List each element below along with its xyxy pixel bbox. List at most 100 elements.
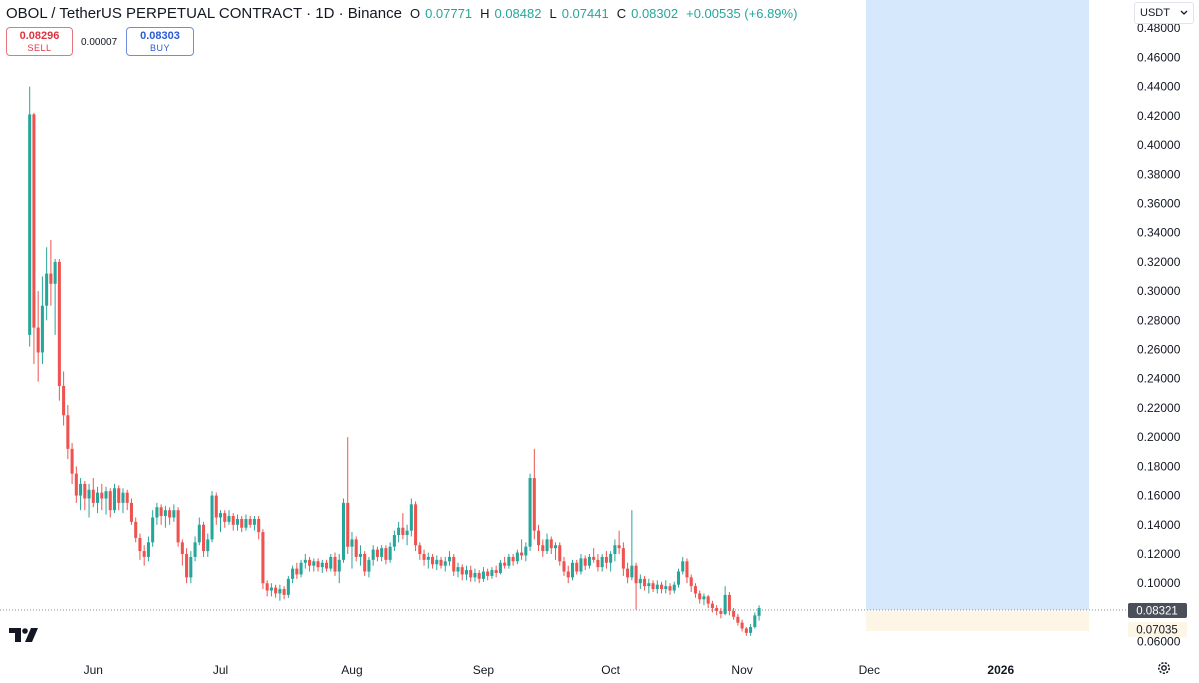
candle xyxy=(45,247,49,321)
candle xyxy=(91,478,95,508)
candle xyxy=(388,542,392,563)
candle xyxy=(235,514,240,531)
candle xyxy=(422,549,426,566)
candle-body xyxy=(723,594,727,614)
candle-body xyxy=(363,554,367,572)
candle-body xyxy=(693,586,697,594)
candle-body xyxy=(235,518,240,525)
candle-body xyxy=(490,570,494,576)
time-axis[interactable]: Jun Jul Aug Sep Oct Nov Dec 2026 xyxy=(84,663,1015,677)
candle-body xyxy=(477,572,481,579)
candle-body xyxy=(617,545,621,549)
candle xyxy=(596,554,600,572)
candle xyxy=(460,564,464,581)
candle-body xyxy=(507,556,511,566)
candle-body xyxy=(528,478,532,547)
candle-body xyxy=(337,559,341,572)
symbol-title[interactable]: OBOL / TetherUS PERPETUAL CONTRACT · 1D … xyxy=(6,4,402,22)
candle xyxy=(511,554,515,566)
candle-body xyxy=(464,570,468,575)
currency-selector[interactable]: USDT xyxy=(1134,2,1194,24)
candle-body xyxy=(138,537,142,552)
symbol-header: OBOL / TetherUS PERPETUAL CONTRACT · 1D … xyxy=(6,3,797,23)
candle xyxy=(316,558,320,572)
price-tick-label: 0.12000 xyxy=(1137,547,1181,561)
candle-body xyxy=(613,545,617,555)
candle xyxy=(371,545,375,566)
candle xyxy=(418,542,422,560)
candle-body xyxy=(189,556,193,578)
candle-body xyxy=(401,527,405,536)
candle-body xyxy=(668,586,672,591)
candle-body xyxy=(333,556,337,572)
candle-body xyxy=(426,556,430,560)
candle-body xyxy=(664,586,668,590)
low-marker-label: 0.07035 xyxy=(1136,625,1178,637)
candle xyxy=(494,565,498,578)
candle xyxy=(520,539,524,560)
candle xyxy=(295,562,299,579)
gear-icon[interactable] xyxy=(1156,660,1172,676)
candle-body xyxy=(206,539,210,552)
candle-body xyxy=(553,545,558,549)
candle-body xyxy=(214,495,218,518)
candle-body xyxy=(146,542,150,557)
candle-body xyxy=(583,558,587,566)
candle xyxy=(698,590,702,604)
candle-body xyxy=(575,562,579,572)
candle-body xyxy=(274,587,278,594)
buy-button[interactable]: 0.08303 BUY xyxy=(126,27,194,56)
candle-body xyxy=(155,507,159,518)
candle-body xyxy=(587,556,591,566)
price-tick-label: 0.06000 xyxy=(1137,635,1181,649)
candle xyxy=(87,483,91,518)
candle xyxy=(176,507,180,547)
candle xyxy=(447,551,452,566)
candle xyxy=(62,371,66,426)
buy-label: BUY xyxy=(149,43,170,53)
candle-body xyxy=(676,571,681,585)
candle-body xyxy=(70,448,74,474)
candle xyxy=(138,533,142,560)
candle-body xyxy=(447,556,452,562)
candle-body xyxy=(312,561,316,566)
candle xyxy=(685,558,689,584)
candle-body xyxy=(710,603,714,609)
price-tick-label: 0.10000 xyxy=(1137,576,1181,590)
candle-body xyxy=(515,552,519,562)
candle-body xyxy=(367,559,371,572)
candle xyxy=(265,580,269,597)
candle-body xyxy=(185,554,189,578)
candle-body xyxy=(291,568,295,579)
candle xyxy=(426,552,430,569)
candle xyxy=(367,556,371,578)
time-tick-label: 2026 xyxy=(987,663,1014,677)
candle-body xyxy=(142,551,146,557)
candle xyxy=(375,546,379,562)
candle xyxy=(261,529,265,590)
candle xyxy=(477,570,481,584)
candle xyxy=(456,562,460,578)
candle-body xyxy=(261,532,265,584)
candle xyxy=(710,600,714,613)
candle-body xyxy=(596,559,600,568)
candle-body xyxy=(503,562,507,566)
candle-body xyxy=(456,567,460,572)
candle-body xyxy=(397,527,401,536)
candle xyxy=(439,556,443,569)
candle xyxy=(452,554,456,576)
tradingview-logo[interactable] xyxy=(9,628,39,644)
sell-button[interactable]: 0.08296 SELL xyxy=(6,27,73,56)
candle-body xyxy=(532,478,536,531)
candle xyxy=(354,536,358,562)
candle xyxy=(189,551,193,584)
candle-body xyxy=(562,561,566,572)
candle xyxy=(528,473,532,552)
candle-body xyxy=(371,549,375,560)
candle xyxy=(337,554,341,584)
candle-body xyxy=(380,548,384,557)
candle-body xyxy=(672,584,676,591)
price-axis[interactable]: 0.060000.080000.100000.120000.140000.160… xyxy=(1137,21,1181,648)
candle xyxy=(757,605,761,621)
